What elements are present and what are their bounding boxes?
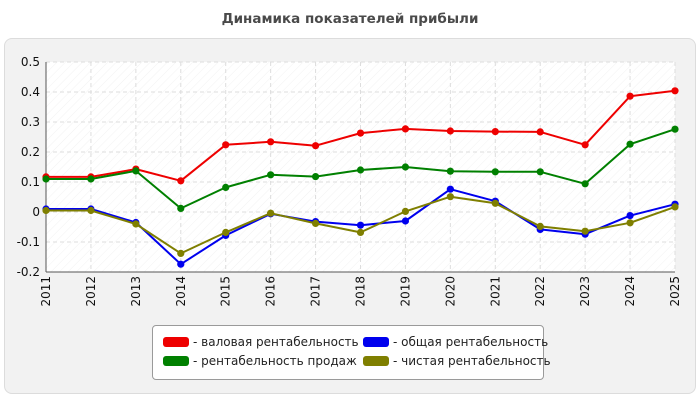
x-tick-label: 2011 — [39, 276, 53, 307]
x-tick-label: 2018 — [354, 276, 368, 307]
data-point-net — [581, 227, 589, 235]
data-point-gross — [401, 125, 410, 133]
data-point-gross — [311, 142, 320, 150]
data-point-net — [536, 222, 544, 230]
x-tick-label: 2024 — [623, 276, 637, 307]
data-point-sales — [536, 168, 544, 176]
data-point-gross — [536, 128, 544, 136]
data-point-sales — [626, 140, 634, 148]
data-point-overall — [177, 260, 185, 268]
data-point-gross — [222, 141, 230, 149]
data-point-overall — [356, 221, 365, 229]
x-tick-label: 2014 — [174, 276, 188, 307]
x-tick-label: 2021 — [488, 276, 502, 307]
legend-label-sales: - рентабельность продаж — [193, 354, 357, 368]
legend-item-net: - чистая рентабельность — [363, 354, 551, 368]
data-point-gross — [626, 92, 634, 100]
data-point-gross — [177, 177, 185, 185]
data-point-sales — [446, 167, 454, 175]
x-tick-label: 2017 — [309, 276, 323, 307]
x-tick-label: 2016 — [264, 276, 278, 307]
data-point-gross — [267, 138, 275, 146]
data-point-sales — [311, 173, 320, 181]
legend-item-sales: - рентабельность продаж — [163, 354, 357, 368]
y-tick-label: 0.5 — [21, 55, 40, 69]
data-point-sales — [356, 166, 365, 174]
x-tick-label: 2020 — [443, 276, 457, 307]
data-point-gross — [356, 129, 365, 137]
data-point-sales — [267, 171, 275, 179]
data-point-sales — [132, 167, 140, 175]
data-point-sales — [177, 204, 185, 212]
data-point-net — [446, 193, 454, 201]
y-tick-label: 0.1 — [21, 175, 40, 189]
data-point-net — [177, 249, 185, 257]
x-tick-label: 2012 — [84, 276, 98, 307]
y-tick-label: -0.2 — [17, 265, 40, 279]
legend-label-net: - чистая рентабельность — [393, 354, 551, 368]
x-tick-label: 2022 — [533, 276, 547, 307]
legend-swatch-overall — [363, 337, 389, 347]
chart-legend: - валовая рентабельность - общая рентабе… — [152, 325, 551, 380]
y-tick-label: -0.1 — [17, 235, 40, 249]
data-point-sales — [222, 183, 230, 191]
legend-item-overall: - общая рентабельность — [363, 335, 548, 349]
x-tick-label: 2019 — [398, 276, 412, 307]
x-tick-label: 2013 — [129, 276, 143, 307]
data-point-overall — [401, 217, 410, 225]
data-point-net — [626, 219, 634, 227]
data-point-overall — [626, 212, 634, 220]
data-point-net — [87, 206, 95, 215]
data-point-gross — [491, 128, 499, 136]
data-point-sales — [581, 180, 589, 188]
data-point-sales — [87, 175, 95, 183]
y-tick-label: 0 — [32, 205, 40, 219]
data-point-gross — [671, 87, 679, 95]
legend-label-overall: - общая рентабельность — [393, 335, 549, 349]
data-point-net — [356, 228, 365, 236]
data-point-net — [401, 207, 410, 215]
data-point-net — [311, 219, 320, 227]
legend-swatch-gross — [163, 337, 189, 347]
x-tick-label: 2025 — [668, 276, 682, 307]
legend-swatch-sales — [163, 356, 189, 366]
legend-item-gross: - валовая рентабельность — [163, 335, 359, 349]
data-point-net — [42, 206, 50, 215]
data-point-gross — [581, 141, 589, 149]
data-point-net — [671, 203, 679, 211]
chart-title: Динамика показателей прибыли — [221, 11, 479, 27]
data-point-net — [267, 209, 275, 217]
data-point-net — [491, 199, 499, 207]
data-point-net — [222, 228, 230, 236]
x-tick-label: 2015 — [219, 276, 233, 307]
data-point-sales — [42, 175, 50, 183]
data-point-gross — [446, 127, 454, 135]
y-tick-label: 0.4 — [21, 85, 40, 99]
legend-swatch-net — [363, 356, 389, 366]
data-point-sales — [671, 125, 679, 133]
data-point-overall — [446, 185, 454, 193]
data-point-sales — [401, 163, 410, 171]
data-point-net — [132, 220, 140, 228]
data-point-sales — [491, 168, 499, 176]
x-tick-label: 2023 — [578, 276, 592, 307]
y-tick-label: 0.2 — [21, 145, 40, 159]
legend-label-gross: - валовая рентабельность — [193, 335, 359, 349]
y-tick-label: 0.3 — [21, 115, 40, 129]
